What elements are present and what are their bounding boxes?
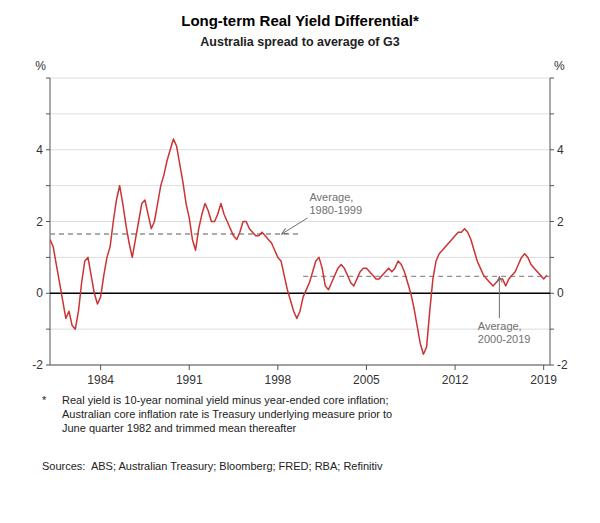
y2-tick	[550, 149, 554, 150]
grid-line	[50, 149, 550, 150]
y-axis-line	[50, 78, 51, 365]
y-tick	[46, 149, 50, 150]
grid-line	[50, 78, 550, 79]
y-tick	[46, 365, 50, 366]
y2-tick	[550, 78, 554, 79]
y2-tick	[550, 185, 554, 186]
x-tick	[277, 365, 278, 370]
y-tick	[46, 221, 50, 222]
grid-line	[50, 329, 550, 330]
annotations: Average,1980-1999 Average,2000-2019	[282, 191, 531, 345]
footnote: Real yield is 10-year nominal yield minu…	[62, 394, 392, 434]
annotation-arrow	[282, 218, 308, 234]
data-line	[50, 139, 547, 354]
grid-line	[50, 113, 550, 114]
annotation-text: Average,1980-1999	[309, 191, 362, 216]
annotation-text: Average,2000-2019	[478, 320, 531, 345]
x-tick	[100, 365, 101, 370]
y-tick	[46, 113, 50, 114]
x-tick-label: 1998	[264, 373, 291, 387]
zero-line	[50, 293, 550, 294]
annotation-arrow	[499, 276, 500, 318]
y-axis-label: %	[35, 59, 46, 73]
y-tick	[46, 78, 50, 79]
y2-tick	[550, 365, 554, 366]
grid-line	[50, 293, 550, 294]
footnote-marker: *	[42, 394, 47, 406]
plot-area	[50, 139, 550, 354]
grid-line	[50, 185, 550, 186]
x-tick	[455, 365, 456, 370]
y2-tick-label: 4	[557, 143, 564, 157]
chart: Long-term Real Yield Differential* Austra…	[0, 0, 600, 523]
sources: Sources: ABS; Australian Treasury; Bloom…	[42, 460, 383, 472]
y2-tick	[550, 329, 554, 330]
notes: * Real yield is 10-year nominal yield min…	[42, 394, 392, 472]
y2-tick	[550, 113, 554, 114]
y2-tick	[550, 257, 554, 258]
y2-tick-label: -2	[557, 358, 568, 372]
grid-line	[50, 257, 550, 258]
y-tick	[46, 257, 50, 258]
y2-tick-label: 0	[557, 286, 564, 300]
x-tick-label: 1984	[87, 373, 114, 387]
y2-tick	[550, 221, 554, 222]
y2-tick-label: 2	[557, 215, 564, 229]
y-tick-label: 0	[36, 286, 43, 300]
x-axis-line	[50, 365, 550, 366]
y2-tick	[550, 293, 554, 294]
title: Long-term Real Yield Differential*	[181, 12, 419, 29]
y-tick-label: -2	[32, 358, 43, 372]
y-tick	[46, 293, 50, 294]
axes: -2 -2 0 0 2 2 4 4 1984 1991 1998 2005 2012 2019	[32, 78, 568, 387]
y-tick	[46, 329, 50, 330]
grid	[50, 78, 550, 365]
grid-line	[50, 365, 550, 366]
y-tick-label: 2	[36, 215, 43, 229]
y-tick	[46, 185, 50, 186]
y2-axis-label: %	[554, 59, 565, 73]
x-tick-label: 2019	[530, 373, 557, 387]
x-tick	[543, 365, 544, 370]
x-tick	[366, 365, 367, 370]
y2-axis-line	[550, 78, 551, 365]
x-tick-label: 2012	[442, 373, 469, 387]
x-tick-label: 1991	[176, 373, 203, 387]
subtitle: Australia spread to average of G3	[200, 35, 399, 49]
x-tick-label: 2005	[353, 373, 380, 387]
x-tick	[189, 365, 190, 370]
y-tick-label: 4	[36, 143, 43, 157]
average-line	[303, 276, 550, 277]
